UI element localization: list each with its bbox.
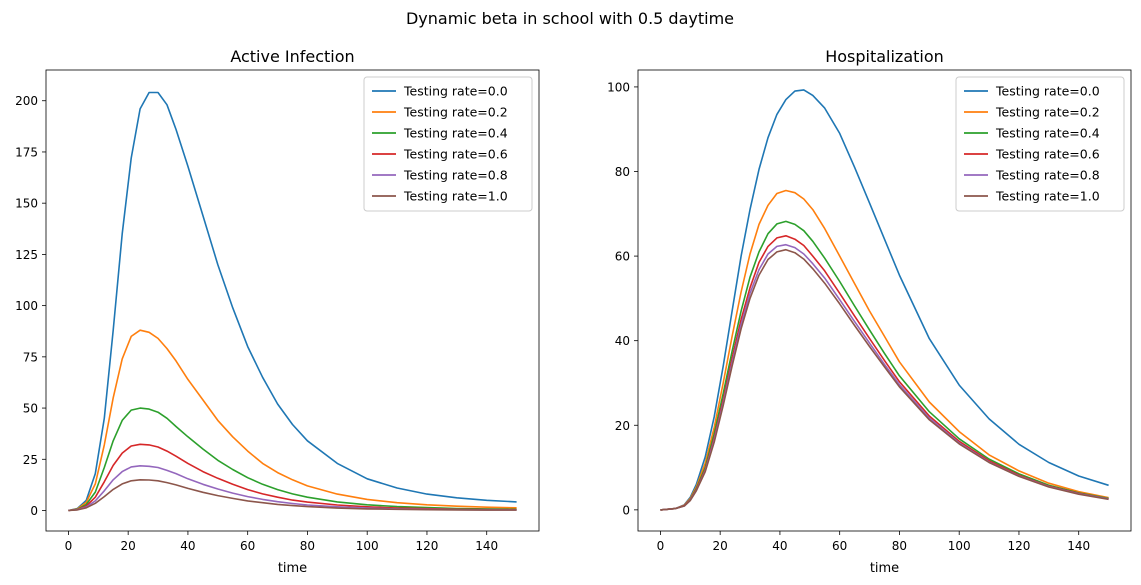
y-tick-label: 125 xyxy=(15,248,38,262)
legend: Testing rate=0.0 Testing rate=0.2 Testing … xyxy=(955,76,1125,212)
y-tick-label: 175 xyxy=(15,145,38,159)
y-tick-label: 200 xyxy=(15,94,38,108)
legend: Testing rate=0.0 Testing rate=0.2 Testing … xyxy=(363,76,533,212)
y-tick-label: 150 xyxy=(15,197,38,211)
x-axis-label: time xyxy=(278,561,307,576)
x-tick-label: 140 xyxy=(475,539,498,553)
y-tick-label: 100 xyxy=(15,299,38,313)
x-tick-label: 60 xyxy=(832,539,847,553)
axes-frame xyxy=(45,69,540,532)
y-tick-label: 75 xyxy=(23,350,38,364)
legend-label: Testing rate=0.0 xyxy=(403,84,508,99)
legend-box xyxy=(955,76,1125,212)
legend-label: Testing rate=0.6 xyxy=(995,147,1100,162)
x-tick-label: 40 xyxy=(772,539,787,553)
x-tick-label: 40 xyxy=(180,539,195,553)
legend-label: Testing rate=0.4 xyxy=(403,126,508,141)
y-tick-label: 20 xyxy=(615,419,630,433)
x-axis-label: time xyxy=(870,561,899,576)
x-tick-label: 140 xyxy=(1067,539,1090,553)
x-tick-label: 100 xyxy=(356,539,379,553)
x-tick-label: 100 xyxy=(948,539,971,553)
legend-label: Testing rate=1.0 xyxy=(403,189,508,204)
chart-title: Hospitalization xyxy=(825,47,944,66)
legend-label: Testing rate=0.0 xyxy=(995,84,1100,99)
series-line-1 xyxy=(68,329,517,512)
legend-label: Testing rate=0.6 xyxy=(403,147,508,162)
y-tick-label: 0 xyxy=(30,504,38,518)
legend-label: Testing rate=0.8 xyxy=(995,168,1100,183)
x-tick-label: 120 xyxy=(416,539,439,553)
series-line-2 xyxy=(68,407,517,512)
legend-label: Testing rate=0.2 xyxy=(995,105,1100,120)
legend-box xyxy=(363,76,533,212)
y-tick-label: 60 xyxy=(615,250,630,264)
axes-frame xyxy=(637,69,1132,532)
x-tick-label: 80 xyxy=(300,539,315,553)
series-line-5 xyxy=(68,478,517,512)
x-tick-label: 80 xyxy=(892,539,907,553)
x-tick-label: 120 xyxy=(1008,539,1031,553)
y-tick-label: 40 xyxy=(615,334,630,348)
y-tick-label: 25 xyxy=(23,453,38,467)
x-tick-label: 20 xyxy=(121,539,136,553)
series-line-1 xyxy=(660,189,1109,511)
legend-label: Testing rate=0.2 xyxy=(403,105,508,120)
legend-label: Testing rate=1.0 xyxy=(995,189,1100,204)
plot-area: 0 20 40 60 80 100 120 140 0 20 40 60 80 100 Testing ra… xyxy=(607,69,1132,553)
x-tick-label: 0 xyxy=(65,539,73,553)
series-line-0 xyxy=(68,91,517,512)
x-tick-label: 20 xyxy=(713,539,728,553)
chart-title: Active Infection xyxy=(230,47,354,66)
plot-area: 0 20 40 60 80 100 120 140 0 25 50 75 100 125 150 175 200… xyxy=(15,69,540,553)
y-tick-label: 50 xyxy=(23,402,38,416)
series-line-3 xyxy=(68,443,517,512)
legend-label: Testing rate=0.4 xyxy=(995,126,1100,141)
series-line-0 xyxy=(660,89,1109,511)
figure-suptitle: Dynamic beta in school with 0.5 daytime xyxy=(406,9,734,28)
x-tick-label: 60 xyxy=(240,539,255,553)
chart-panel-active-infection: Active Infection time 0 20 40 60 80 100 120 140… xyxy=(15,47,540,576)
chart-panel-hospitalization: Hospitalization time 0 20 40 60 80 100 120 1400… xyxy=(607,47,1132,576)
series-line-5 xyxy=(660,248,1109,511)
y-tick-label: 100 xyxy=(607,80,630,94)
series-line-4 xyxy=(68,464,517,512)
x-tick-label: 0 xyxy=(657,539,665,553)
y-tick-label: 80 xyxy=(615,165,630,179)
y-tick-label: 0 xyxy=(622,503,630,517)
legend-label: Testing rate=0.8 xyxy=(403,168,508,183)
